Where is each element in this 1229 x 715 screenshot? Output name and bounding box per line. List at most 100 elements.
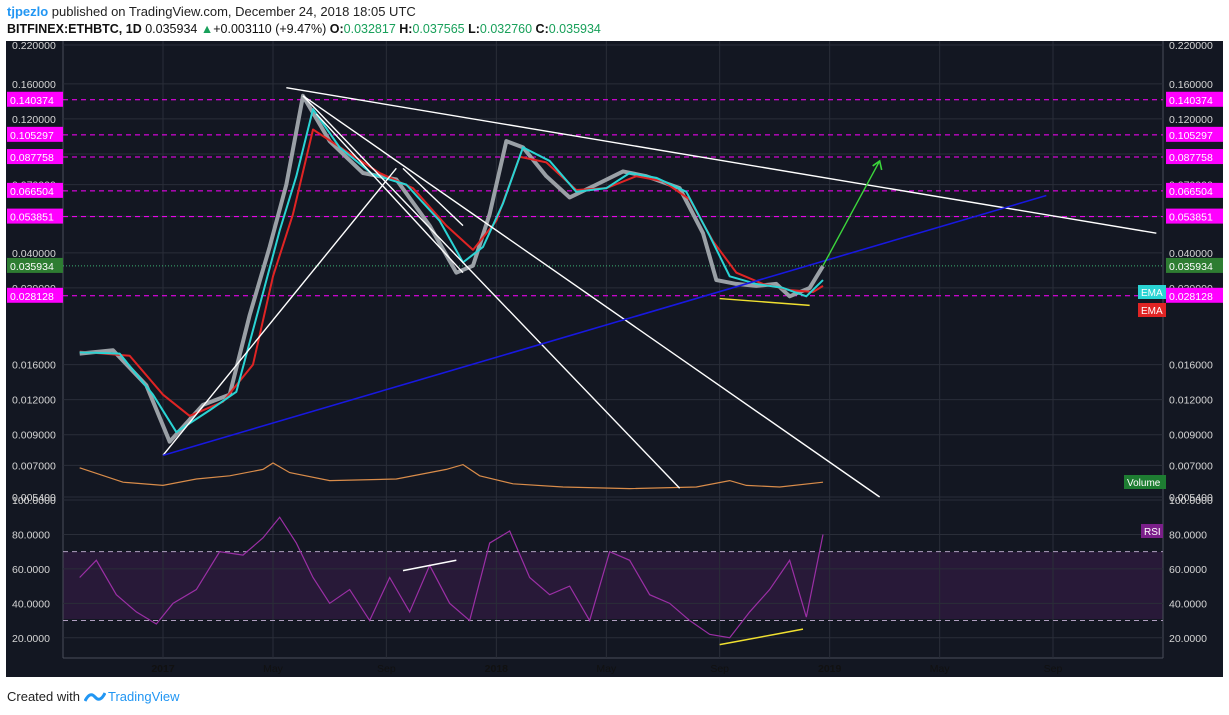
level-label-left: 0.087758 <box>10 152 54 164</box>
trendline-white <box>286 87 1157 234</box>
last-price: 0.035934 <box>145 22 198 36</box>
level-label-bg-right <box>1166 126 1223 142</box>
y-tick-label-left: 0.120000 <box>12 114 56 126</box>
ema-fast-tag: EMA <box>1141 288 1163 299</box>
last-price-label-left: 0.035934 <box>10 261 54 273</box>
open-value: 0.032817 <box>343 22 396 36</box>
volume-tag: Volume <box>1127 478 1161 489</box>
level-label-bg-right <box>1166 208 1223 224</box>
y-tick-label-right: 0.040000 <box>1169 248 1213 260</box>
x-tick-label: Sep <box>1044 663 1063 675</box>
level-label-right: 0.087758 <box>1169 152 1213 164</box>
rsi-tick-label-right: 20.0000 <box>1169 633 1207 645</box>
x-tick-label: 2017 <box>151 663 175 675</box>
ohlc-line: BITFINEX:ETHBTC, 1D 0.035934 ▲+0.003110 … <box>7 22 601 36</box>
close-value: 0.035934 <box>548 22 601 36</box>
y-tick-label-left: 0.009000 <box>12 430 56 442</box>
publish-info: published on TradingView.com, December 2… <box>51 4 416 19</box>
rsi-annotation-white <box>402 559 457 572</box>
level-label-bg-right <box>1166 91 1223 107</box>
x-tick-label: Sep <box>710 663 729 675</box>
level-label-bg-left <box>7 149 63 165</box>
level-label-bg-left <box>7 287 63 303</box>
rsi-tick-label-right: 80.0000 <box>1169 529 1207 541</box>
tradingview-brand-link[interactable]: TradingView <box>107 689 180 704</box>
last-price-bg-right <box>1166 257 1223 273</box>
ema-fast-line <box>79 108 824 434</box>
y-tick-label-left: 0.007000 <box>12 460 56 472</box>
level-label-left: 0.105297 <box>10 130 54 142</box>
level-label-right: 0.140374 <box>1169 95 1213 107</box>
y-tick-label-left: 0.160000 <box>12 79 56 91</box>
level-label-left: 0.028128 <box>10 291 54 303</box>
level-label-bg-left <box>7 91 63 107</box>
y-tick-label-left: 0.016000 <box>12 360 56 372</box>
close-label: C: <box>535 22 549 36</box>
y-tick-label-left: 0.040000 <box>12 248 56 260</box>
y-tick-label-right: 0.016000 <box>1169 360 1213 372</box>
y-tick-label-right: 0.005400 <box>1169 492 1213 504</box>
level-label-bg-left <box>7 182 63 198</box>
y-tick-label-left: 0.005400 <box>12 492 56 504</box>
low-value: 0.032760 <box>479 22 533 36</box>
level-label-bg-left <box>7 126 63 142</box>
volume-tag-bg <box>1124 475 1166 489</box>
y-tick-label-right: 0.007000 <box>1169 460 1213 472</box>
rsi-tag-bg <box>1141 524 1163 538</box>
y-tick-label-right: 0.120000 <box>1169 114 1213 126</box>
x-tick-label: May <box>596 663 617 675</box>
x-tick-label: Sep <box>377 663 396 675</box>
footer: Created with TradingView <box>7 689 180 705</box>
level-label-left: 0.140374 <box>10 95 54 107</box>
y-tick-label-right: 0.220000 <box>1169 40 1213 52</box>
y-tick-label-right: 0.012000 <box>1169 395 1213 407</box>
publish-line: tjpezlo published on TradingView.com, De… <box>7 4 416 19</box>
trendline-yellow <box>719 297 810 307</box>
rsi-band-fill <box>63 552 1163 619</box>
rsi-annotation-yellow <box>719 628 804 646</box>
rsi-tick-label-left: 80.0000 <box>12 529 50 541</box>
ema-slow-tag-bg <box>1138 303 1166 317</box>
price-candles <box>79 93 825 444</box>
open-label: O: <box>329 22 344 36</box>
arrow-head <box>872 159 883 171</box>
tradingview-logo-icon <box>83 691 106 702</box>
rsi-tick-label-right: 40.0000 <box>1169 598 1207 610</box>
level-label-right: 0.053851 <box>1169 212 1213 224</box>
x-tick-label: 2019 <box>818 663 842 675</box>
high-value: 0.037565 <box>412 22 465 36</box>
trendline-green <box>822 160 881 267</box>
volume-line <box>79 462 824 490</box>
last-price-label-right: 0.035934 <box>1169 261 1213 273</box>
trendline-blue <box>162 194 1047 457</box>
level-label-bg-right <box>1166 149 1223 165</box>
low-label: L: <box>468 22 480 36</box>
trendline-white <box>162 167 397 456</box>
y-tick-label-left: 0.220000 <box>12 40 56 52</box>
created-with-label: Created with <box>7 689 80 704</box>
level-label-bg-right <box>1166 182 1223 198</box>
y-tick-label-right: 0.160000 <box>1169 79 1213 91</box>
rsi-tag: RSI <box>1144 527 1161 538</box>
level-label-right: 0.028128 <box>1169 291 1213 303</box>
ema-fast-tag-bg <box>1138 285 1166 299</box>
trendline-white <box>402 167 464 227</box>
change-value: +0.003110 (+9.47%) <box>213 22 327 36</box>
rsi-tick-label-left: 20.0000 <box>12 633 50 645</box>
trendline-white <box>315 113 464 274</box>
y-tick-label-right: 0.009000 <box>1169 430 1213 442</box>
trendline-white <box>302 95 881 498</box>
rsi-tick-label-left: 100.0000 <box>12 495 56 507</box>
rsi-tick-label-left: 40.0000 <box>12 598 50 610</box>
trendline-white <box>302 95 681 489</box>
up-arrow-icon: ▲ <box>200 22 214 36</box>
rsi-tick-label-left: 60.0000 <box>12 564 50 576</box>
symbol-label: BITFINEX:ETHBTC, 1D <box>7 22 142 36</box>
x-tick-label: May <box>930 663 951 675</box>
level-label-right: 0.105297 <box>1169 130 1213 142</box>
rsi-tick-label-right: 60.0000 <box>1169 564 1207 576</box>
author-link[interactable]: tjpezlo <box>7 4 49 19</box>
ema-slow-tag: EMA <box>1141 306 1163 317</box>
x-tick-label: 2018 <box>485 663 509 675</box>
